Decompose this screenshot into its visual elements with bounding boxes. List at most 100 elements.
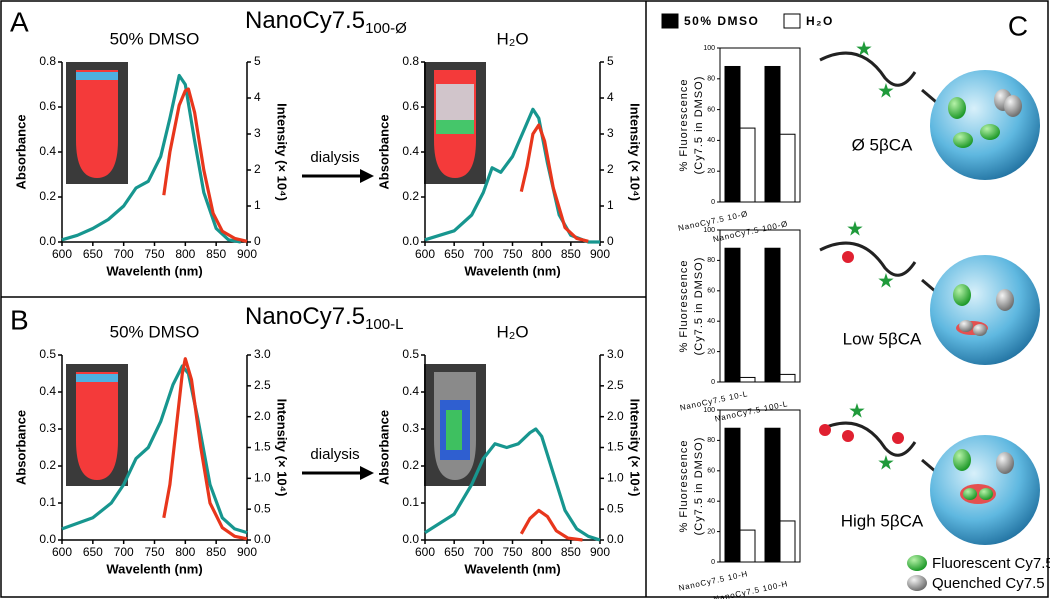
bar [724, 65, 741, 203]
bar [764, 247, 781, 383]
x-tick-label: 850 [561, 545, 581, 559]
y-tick-label: 60 [707, 468, 715, 475]
title-main: NanoCy7.5 [245, 7, 365, 34]
series-line [162, 357, 248, 541]
y-tick-label: 100 [703, 45, 715, 52]
x-tick-label: 650 [83, 247, 103, 261]
y-tick-label: 0.4 [402, 384, 419, 398]
y2-tick-label: 1.0 [254, 471, 271, 485]
y-tick-label: 40 [707, 318, 715, 325]
y2-axis-label: Intensity (× 10⁴) [275, 399, 290, 497]
x-tick-label: 700 [473, 545, 493, 559]
y-tick-label: 80 [707, 437, 715, 444]
y2-tick-label: 0 [254, 234, 261, 248]
y2-tick-label: 2.0 [254, 409, 271, 423]
y2-tick-label: 3 [607, 126, 614, 140]
y-tick-label: 60 [707, 106, 715, 113]
x-tick-label: 850 [206, 545, 226, 559]
x-tick-label: 900 [237, 247, 257, 261]
y-tick-label: 0.1 [39, 495, 56, 509]
x-tick-label: 600 [52, 247, 72, 261]
y-axis-label: Absorbance [13, 114, 28, 189]
svg-text:★: ★ [855, 38, 873, 60]
x-tick-label: 600 [415, 247, 435, 261]
bar [764, 427, 781, 563]
x-axis-label: Wavelenth (nm) [464, 263, 560, 278]
bar [739, 529, 756, 563]
y2-tick-label: 0.0 [607, 532, 624, 546]
bar [724, 247, 741, 383]
y2-axis-label: Intensity (× 10⁴) [628, 399, 643, 497]
y-axis-label: % Fluorescence [678, 79, 690, 172]
legend-label: H₂O [806, 14, 834, 28]
svg-text:★: ★ [846, 218, 864, 240]
x-tick-label: 750 [502, 247, 522, 261]
bar [779, 133, 796, 203]
y2-axis-label: Intensity (× 10⁴) [628, 103, 643, 201]
y2-tick-label: 1.5 [607, 440, 624, 454]
y2-tick-label: 2.5 [607, 378, 624, 392]
y-tick-label: 0.2 [39, 458, 56, 472]
x-tick-label: 800 [532, 247, 552, 261]
arrow-head [360, 169, 374, 183]
y-tick-label: 0.5 [402, 347, 419, 361]
y-tick-label: 0.5 [39, 347, 56, 361]
y2-tick-label: 0.0 [254, 532, 271, 546]
tube-inset [66, 364, 128, 486]
x-tick-label: 650 [444, 247, 464, 261]
arrow-label: dialysis [310, 149, 359, 166]
series-line [424, 427, 601, 542]
x-tick-label: 900 [590, 545, 610, 559]
y2-tick-label: 1.0 [607, 471, 624, 485]
y2-tick-label: 0.5 [607, 501, 624, 515]
y2-axis-label: Intensity (× 10⁴) [275, 103, 290, 201]
y2-tick-label: 4 [607, 90, 614, 104]
y-tick-label: 0.4 [39, 384, 56, 398]
plot-frame [719, 47, 801, 203]
x-tick-label: 750 [502, 545, 522, 559]
condition-label: High 5βCA [841, 511, 924, 530]
y-tick-label: 0.3 [402, 421, 419, 435]
y2-tick-label: 2 [607, 162, 614, 176]
y-tick-label: 100 [703, 227, 715, 234]
y-tick-label: 0 [711, 199, 715, 206]
x-tick-label: 700 [473, 247, 493, 261]
y2-tick-label: 2.0 [607, 409, 624, 423]
y2-tick-label: 2.5 [254, 378, 271, 392]
y-tick-label: 0.6 [39, 99, 56, 113]
x-tick-label: 600 [415, 545, 435, 559]
bar [779, 373, 796, 383]
micelle [930, 435, 1040, 545]
y2-tick-label: 1 [254, 198, 261, 212]
bar [739, 127, 756, 203]
x-tick-label: 650 [444, 545, 464, 559]
y-tick-label: 0 [711, 559, 715, 566]
series-line [519, 508, 583, 542]
svg-text:★: ★ [877, 270, 895, 292]
y-tick-label: 40 [707, 137, 715, 144]
svg-text:★: ★ [877, 80, 895, 102]
chart-title: 50% DMSO [110, 322, 200, 341]
micelle [930, 70, 1040, 180]
y-tick-label: 80 [707, 257, 715, 264]
y-axis-label: (Cy7.5 in DMSO) [693, 257, 705, 356]
plot-frame [719, 409, 801, 563]
y-tick-label: 0.4 [39, 144, 56, 158]
x-tick-label: 650 [83, 545, 103, 559]
y-tick-label: 0.8 [402, 54, 419, 68]
x-tick-label: 800 [175, 545, 195, 559]
bar [724, 427, 741, 563]
x-tick-label: 900 [237, 545, 257, 559]
x-tick-label: 900 [590, 247, 610, 261]
tube-inset [66, 62, 128, 184]
series-line [162, 87, 248, 243]
y2-tick-label: 0 [607, 234, 614, 248]
y-tick-label: 0 [711, 379, 715, 386]
y2-tick-label: 5 [607, 54, 614, 68]
y-tick-label: 0.4 [402, 144, 419, 158]
y-tick-label: 0.1 [402, 495, 419, 509]
svg-text:★: ★ [877, 452, 895, 474]
micelle [930, 255, 1040, 365]
x-tick-label: 850 [561, 247, 581, 261]
